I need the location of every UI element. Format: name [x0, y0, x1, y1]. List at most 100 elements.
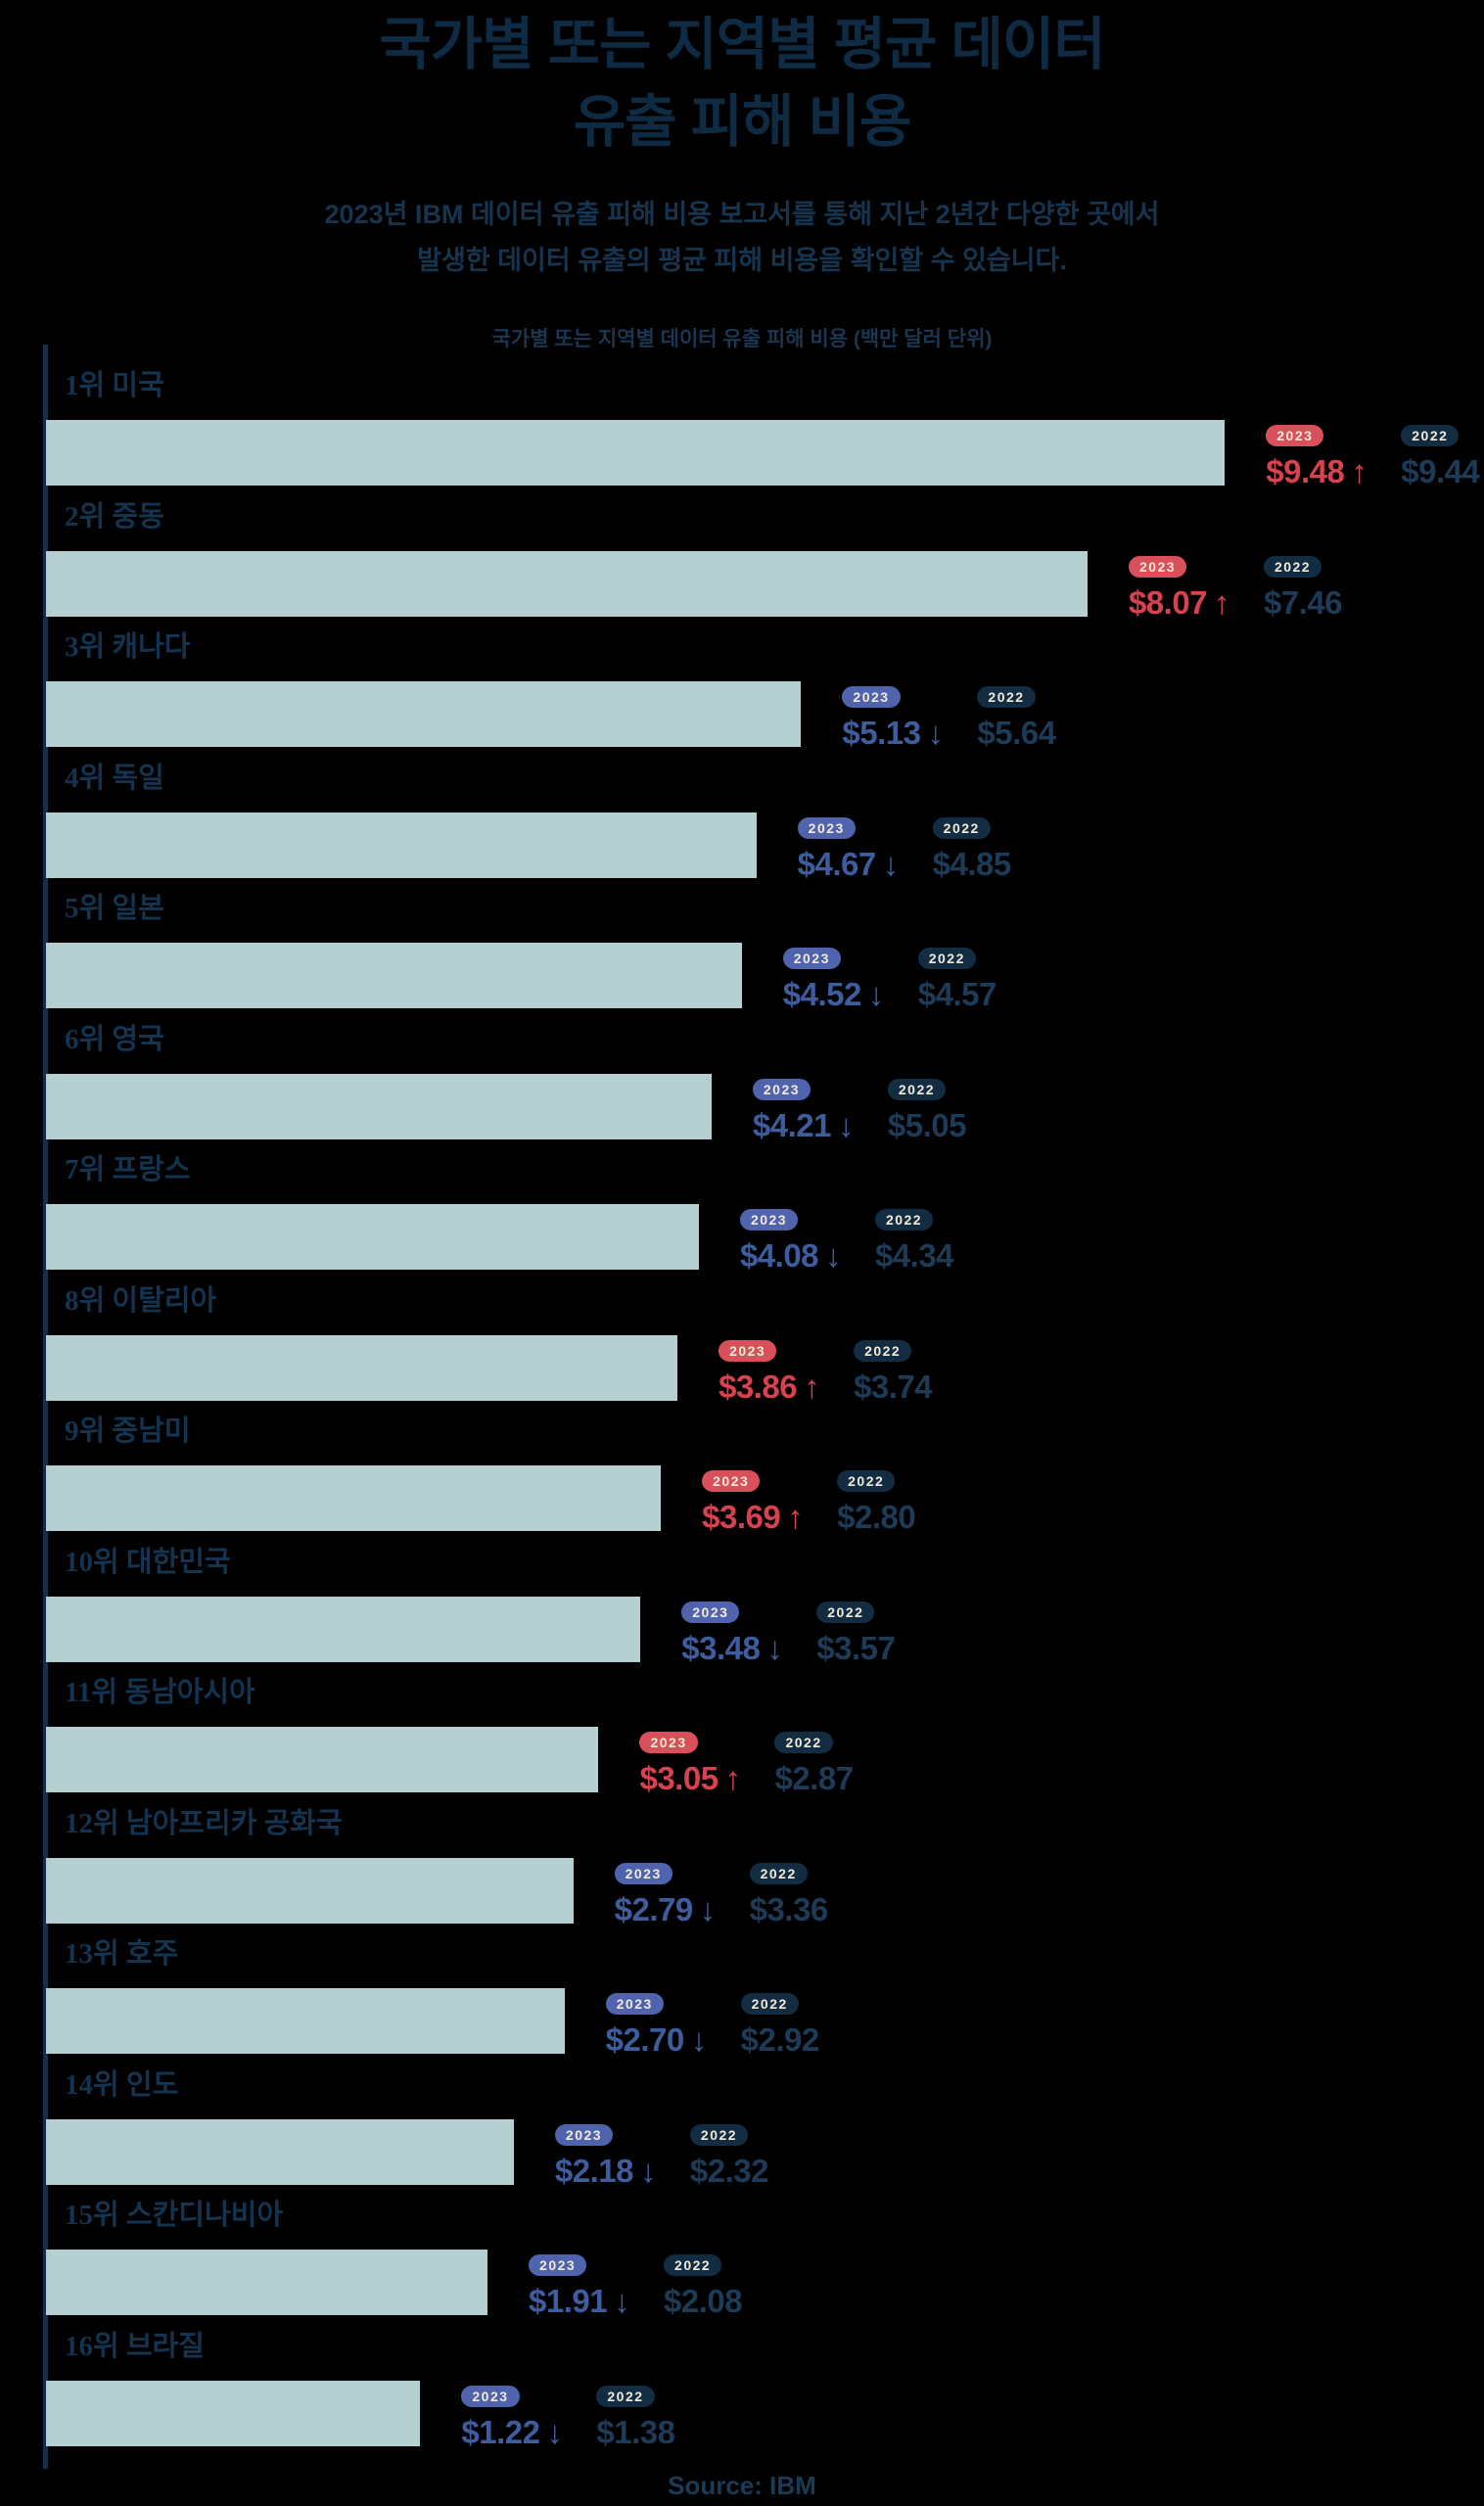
value-column-2023: 2023 $3.86 ↑ [719, 1335, 854, 1406]
chart-row: 14위 인도 2023 $2.18 ↓ 2022 $2.32 [43, 2044, 1484, 2189]
value-group: 2023 $4.08 ↓ 2022 $4.34 [739, 1204, 1010, 1275]
value-group: 2023 $1.91 ↓ 2022 $2.08 [529, 2250, 799, 2320]
page-subtitle-line1: 2023년 IBM 데이터 유출 피해 비용 보고서를 통해 지난 2년간 다양… [324, 200, 1160, 229]
value-bar [46, 1204, 699, 1270]
value-column-2023: 2023 $8.07 ↑ [1128, 551, 1264, 622]
trend-up-arrow-icon: ↑ [804, 1368, 820, 1405]
row-rank-label: 11위 동남아시아 [65, 1677, 255, 1708]
year-badge: 2023 [1266, 425, 1324, 447]
value-group: 2023 $3.86 ↑ 2022 $3.74 [719, 1335, 989, 1406]
value-bar [46, 550, 1088, 617]
cost-value: $2.08 [664, 2283, 743, 2320]
value-bar [46, 2380, 421, 2446]
chart-row: 3위 캐나다 2023 $5.13 ↓ 2022 $5.64 [43, 606, 1484, 751]
page-title-line1: 국가별 또는 지역별 평균 데이터 [379, 13, 1105, 76]
value-group: 2023 $8.07 ↑ 2022 $7.46 [1128, 551, 1399, 622]
trend-down-arrow-icon: ↓ [690, 2021, 708, 2059]
row-rank-label: 8위 이탈리아 [65, 1284, 217, 1317]
cost-value: $3.69 ↑ [702, 1499, 804, 1536]
year-badge: 2022 [749, 1862, 808, 1884]
trend-up-arrow-icon: ↑ [787, 1499, 804, 1536]
chart-row: 9위 중남미 2023 $3.69 ↑ 2022 $2.80 [43, 1390, 1484, 1535]
chart-row: 5위 일본 2023 $4.52 ↓ 2022 $4.57 [43, 867, 1484, 1012]
value-column-2022: 2022 $4.85 [932, 812, 1068, 883]
cost-value: $4.85 [932, 845, 1012, 882]
value-column-2022: 2022 $9.44 [1401, 420, 1484, 490]
year-badge: 2023 [554, 2123, 614, 2146]
value-column-2022: 2022 $3.57 [816, 1597, 951, 1667]
cost-value: $4.08 ↓ [739, 1237, 842, 1275]
year-badge: 2023 [782, 948, 841, 970]
chart-row: 6위 영국 2023 $4.21 ↓ 2022 $5.05 [43, 998, 1484, 1143]
value-column-2023: 2023 $1.22 ↓ [461, 2381, 596, 2451]
cost-value: $3.74 [854, 1368, 933, 1405]
cost-value: $3.48 ↓ [681, 1629, 783, 1666]
row-rank-label: 9위 중남미 [65, 1415, 191, 1447]
value-column-2023: 2023 $4.08 ↓ [739, 1204, 875, 1275]
value-group: 2023 $2.18 ↓ 2022 $2.32 [554, 2119, 825, 2190]
value-bar [46, 2250, 488, 2315]
year-badge: 2022 [774, 1732, 833, 1754]
value-bar [46, 1334, 678, 1401]
value-bar [46, 1596, 641, 1662]
trend-down-arrow-icon: ↓ [640, 2152, 657, 2189]
chart-row: 11위 동남아시아 2023 $3.05 ↑ 2022 $2.87 [43, 1651, 1484, 1796]
value-group: 2023 $5.13 ↓ 2022 $5.64 [842, 681, 1112, 752]
year-badge: 2022 [740, 1993, 799, 2016]
value-column-2022: 2022 $7.46 [1263, 551, 1399, 622]
year-badge: 2022 [932, 816, 991, 839]
value-group: 2023 $3.69 ↑ 2022 $2.80 [702, 1465, 972, 1536]
row-rank-label: 7위 프랑스 [65, 1154, 191, 1185]
page-subtitle-line2: 발생한 데이터 유출의 평균 피해 비용을 확인할 수 있습니다. [417, 246, 1067, 275]
year-badge: 2022 [596, 2385, 655, 2407]
value-group: 2023 $4.52 ↓ 2022 $4.57 [782, 943, 1053, 1013]
cost-value: $8.07 ↑ [1128, 583, 1230, 621]
cost-value: $5.05 [887, 1106, 967, 1143]
chart-row: 12위 남아프리카 공화국 2023 $2.79 ↓ 2022 $3.36 [43, 1783, 1484, 1928]
value-column-2023: 2023 $4.52 ↓ [782, 943, 918, 1013]
value-column-2023: 2023 $2.79 ↓ [614, 1858, 750, 1928]
value-group: 2023 $2.79 ↓ 2022 $3.36 [614, 1858, 885, 1928]
trend-up-arrow-icon: ↑ [1351, 453, 1368, 490]
value-column-2022: 2022 $1.38 [596, 2381, 731, 2451]
cost-value: $2.92 [740, 2021, 820, 2059]
cost-value: $5.64 [977, 715, 1056, 752]
year-badge: 2023 [752, 1078, 812, 1100]
value-column-2023: 2023 $3.48 ↓ [681, 1597, 816, 1667]
row-rank-label: 2위 중동 [65, 500, 164, 533]
chart-row: 8위 이탈리아 2023 $3.86 ↑ 2022 $3.74 [43, 1260, 1484, 1405]
row-rank-label: 15위 스칸디나비아 [65, 2200, 284, 2231]
cost-value: $3.36 [749, 1890, 829, 1927]
page-title-line2: 유출 피해 비용 [573, 90, 911, 154]
year-badge: 2023 [739, 1209, 799, 1231]
value-column-2023: 2023 $3.05 ↑ [639, 1727, 774, 1797]
value-group: 2023 $3.48 ↓ 2022 $3.57 [681, 1597, 951, 1667]
value-group: 2023 $4.21 ↓ 2022 $5.05 [752, 1074, 1023, 1144]
row-rank-label: 16위 브라질 [65, 2330, 205, 2362]
chart-row: 10위 대한민국 2023 $3.48 ↓ 2022 $3.57 [43, 1521, 1484, 1666]
cost-value: $2.87 [774, 1760, 854, 1797]
value-column-2023: 2023 $4.67 ↓ [797, 812, 933, 883]
cost-value: $1.91 ↓ [529, 2283, 630, 2320]
cost-value: $2.80 [837, 1499, 916, 1536]
year-badge: 2022 [887, 1078, 947, 1100]
chart-row: 16위 브라질 2023 $1.22 ↓ 2022 $1.38 [43, 2305, 1484, 2450]
year-badge: 2022 [1263, 555, 1322, 578]
value-column-2022: 2022 $2.87 [774, 1727, 909, 1797]
cost-value: $1.22 ↓ [461, 2413, 563, 2450]
page-subtitle: 2023년 IBM 데이터 유출 피해 비용 보고서를 통해 지난 2년간 다양… [0, 192, 1484, 284]
year-badge: 2022 [664, 2254, 722, 2277]
value-bar [46, 943, 742, 1008]
trend-down-arrow-icon: ↓ [766, 1629, 783, 1666]
trend-down-arrow-icon: ↓ [882, 845, 900, 882]
year-badge: 2023 [1128, 555, 1187, 578]
value-column-2023: 2023 $9.48 ↑ [1266, 420, 1401, 490]
year-badge: 2022 [816, 1601, 875, 1623]
trend-down-arrow-icon: ↓ [825, 1237, 842, 1275]
value-column-2023: 2023 $5.13 ↓ [842, 681, 977, 752]
value-bar [46, 420, 1226, 486]
chart-row: 7위 프랑스 2023 $4.08 ↓ 2022 $4.34 [43, 1129, 1484, 1274]
chart-row: 13위 호주 2023 $2.70 ↓ 2022 $2.92 [43, 1913, 1484, 2059]
trend-down-arrow-icon: ↓ [699, 1890, 717, 1927]
